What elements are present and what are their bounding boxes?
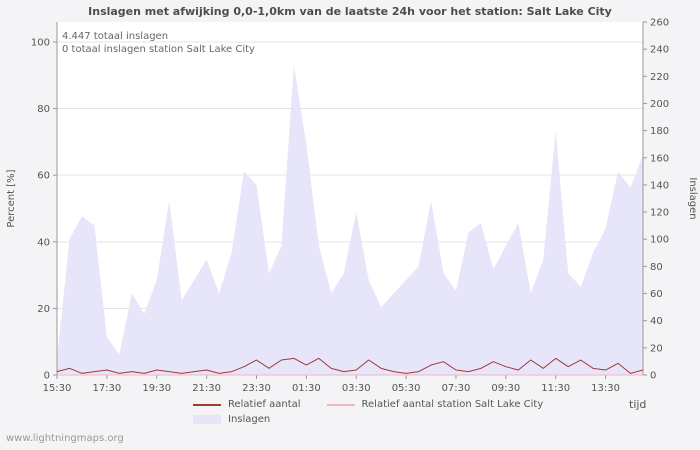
watermark: www.lightningmaps.org	[6, 433, 124, 444]
svg-text:07:30: 07:30	[442, 383, 471, 394]
svg-text:0: 0	[44, 371, 50, 382]
relative-station-line-swatch	[326, 403, 355, 406]
legend: Relatief aantal Relatief aantal station …	[193, 397, 569, 427]
svg-text:01:30: 01:30	[292, 383, 321, 394]
svg-text:15:30: 15:30	[43, 383, 72, 394]
svg-text:03:30: 03:30	[342, 383, 371, 394]
svg-text:200: 200	[650, 99, 669, 110]
svg-text:0: 0	[650, 371, 656, 382]
svg-text:11:30: 11:30	[541, 383, 570, 394]
legend-item-relative: Relatief aantal	[193, 399, 301, 410]
relative-line-swatch	[193, 403, 221, 406]
svg-text:13:30: 13:30	[591, 383, 620, 394]
legend-item-strikes: Inslagen	[193, 414, 270, 425]
svg-text:80: 80	[37, 104, 50, 115]
strikes-area-swatch	[193, 415, 221, 424]
legend-label-relative-station: Relatief aantal station Salt Lake City	[361, 399, 544, 410]
svg-text:100: 100	[31, 37, 50, 48]
chart-title: Inslagen met afwijking 0,0-1,0km van de …	[88, 5, 612, 18]
svg-text:20: 20	[37, 304, 50, 315]
legend-label-relative: Relatief aantal	[228, 399, 301, 410]
svg-text:Percent [%]: Percent [%]	[6, 169, 17, 227]
svg-text:Inslagen: Inslagen	[687, 177, 698, 219]
svg-text:20: 20	[650, 343, 663, 354]
svg-text:05:30: 05:30	[392, 383, 421, 394]
svg-text:60: 60	[37, 171, 50, 182]
legend-row-lines: Relatief aantal Relatief aantal station …	[193, 397, 569, 412]
x-axis-label: tijd	[629, 398, 647, 411]
svg-text:100: 100	[650, 235, 669, 246]
legend-item-relative-station: Relatief aantal station Salt Lake City	[326, 399, 544, 410]
svg-text:40: 40	[650, 316, 663, 327]
svg-text:220: 220	[650, 72, 669, 83]
svg-text:40: 40	[37, 237, 50, 248]
svg-text:21:30: 21:30	[192, 383, 221, 394]
total-strikes-annotation: 4.447 totaal inslagen	[62, 31, 169, 42]
legend-row-area: Inslagen	[193, 412, 569, 427]
station-total-annotation: 0 totaal inslagen station Salt Lake City	[62, 44, 255, 55]
legend-label-strikes: Inslagen	[228, 414, 271, 425]
svg-text:23:30: 23:30	[242, 383, 271, 394]
svg-text:180: 180	[650, 126, 669, 137]
svg-text:120: 120	[650, 208, 669, 219]
svg-text:240: 240	[650, 45, 669, 56]
svg-text:09:30: 09:30	[491, 383, 520, 394]
svg-text:17:30: 17:30	[92, 383, 121, 394]
svg-text:19:30: 19:30	[142, 383, 171, 394]
svg-text:260: 260	[650, 18, 669, 29]
svg-text:80: 80	[650, 262, 663, 273]
svg-text:60: 60	[650, 289, 663, 300]
svg-text:140: 140	[650, 180, 669, 191]
svg-text:160: 160	[650, 153, 669, 164]
